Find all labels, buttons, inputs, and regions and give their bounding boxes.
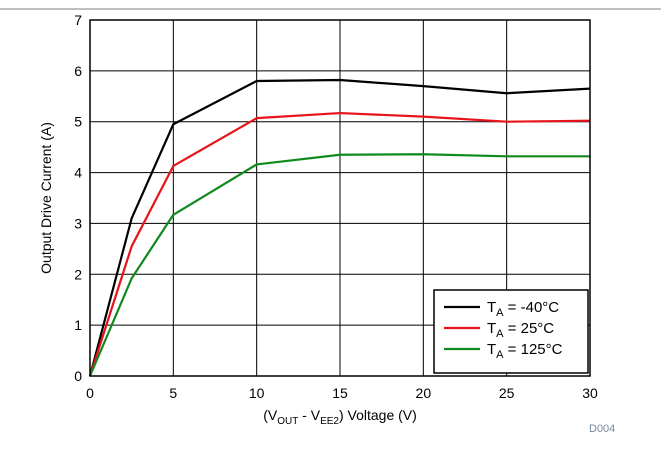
legend-label-1: TA = -40°C	[487, 299, 559, 319]
x-axis-label: (VOUT - VEE2) Voltage (V)	[263, 407, 417, 427]
series-line-1	[88, 78, 591, 377]
x-tick-label: 20	[416, 385, 432, 401]
y-tick-label: 2	[74, 266, 82, 282]
y-tick-label: 3	[74, 215, 82, 231]
x-tick-label: 30	[582, 385, 598, 401]
figure-id-label: D004	[589, 423, 615, 435]
y-tick-label: 5	[74, 114, 82, 130]
y-tick-label: 0	[74, 368, 82, 384]
y-axis-label: Output Drive Current (A)	[38, 122, 54, 274]
x-tick-label: 15	[332, 385, 348, 401]
x-tick-label: 5	[169, 385, 177, 401]
x-tick-label: 0	[86, 385, 94, 401]
series-lines	[88, 78, 591, 377]
x-tick-label: 25	[499, 385, 515, 401]
plot-frame	[89, 19, 591, 377]
series-line-3	[88, 153, 590, 377]
series-line-2	[88, 111, 591, 377]
tick-labels: 0 5 10 15 20 25 30 0 1 2 3 4 5 6 7	[74, 12, 598, 401]
legend-label-2: TA = 25°C	[487, 320, 554, 340]
y-tick-label: 7	[74, 12, 82, 28]
legend-label-3: TA = 125°C	[487, 341, 563, 361]
legend: TA = -40°CTA = 25°CTA = 125°C	[433, 289, 589, 374]
y-tick-label: 4	[74, 165, 82, 181]
y-tick-label: 6	[74, 63, 82, 79]
y-tick-label: 1	[74, 317, 82, 333]
x-tick-label: 10	[249, 385, 265, 401]
legend-box	[433, 289, 589, 374]
